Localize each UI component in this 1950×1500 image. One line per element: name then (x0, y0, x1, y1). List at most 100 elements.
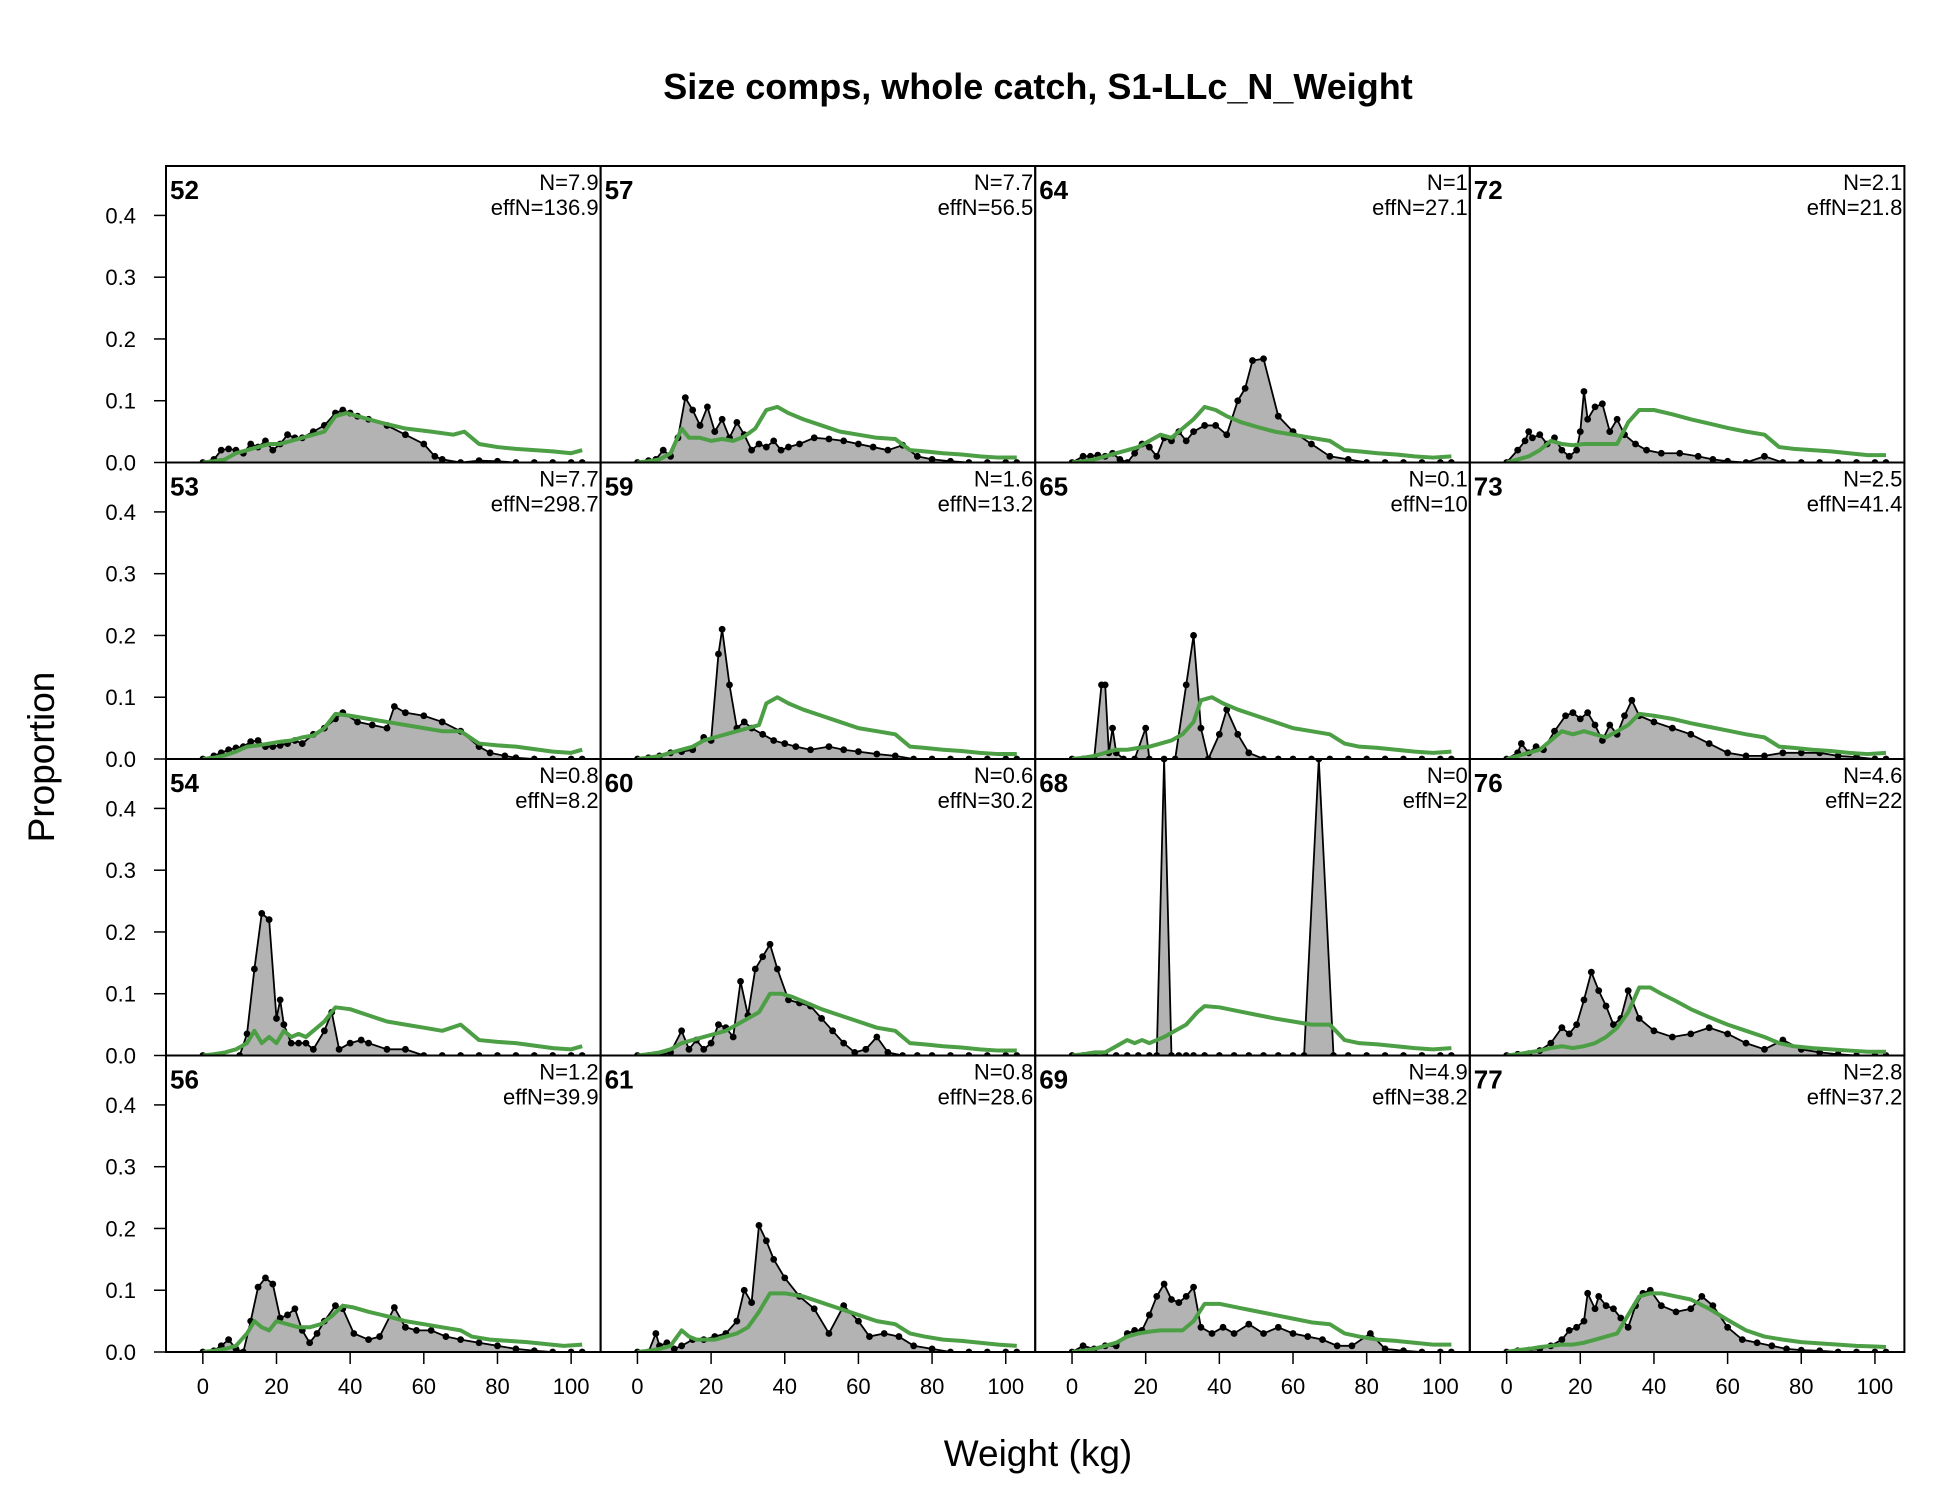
observed-point (486, 749, 494, 757)
x-tick-label: 60 (846, 1374, 870, 1399)
panel-plot-area (166, 406, 601, 463)
panel-effn-label: effN=27.1 (1372, 195, 1468, 220)
observed-point (1521, 437, 1529, 445)
observed-area (637, 629, 1017, 759)
panel-plot-area (1035, 632, 1470, 759)
observed-point (825, 743, 833, 751)
observed-area (202, 706, 583, 759)
panel-effn-label: effN=13.2 (938, 492, 1034, 517)
observed-point (298, 740, 306, 747)
panel-n-label: N=7.7 (539, 467, 598, 492)
observed-point (284, 431, 291, 439)
observed-point (376, 1333, 384, 1340)
expected-line (637, 404, 1017, 463)
observed-point (442, 1333, 450, 1340)
panel-n-label: N=7.9 (539, 170, 598, 195)
y-tick-label: 0.0 (105, 1340, 136, 1365)
observed-point (284, 1311, 291, 1319)
observed-point (707, 1039, 715, 1047)
observed-area (1072, 358, 1452, 463)
observed-point (1705, 1024, 1713, 1032)
observed-point (810, 1305, 818, 1313)
observed-point (1724, 749, 1732, 757)
x-tick-label: 0 (1501, 1374, 1513, 1399)
x-axis-title: Weight (kg) (944, 1433, 1133, 1474)
expected-line (1071, 404, 1452, 463)
observed-point (1558, 446, 1566, 454)
observed-point (873, 750, 881, 758)
observed-point (1208, 1330, 1216, 1337)
x-tick-label: 80 (1354, 1374, 1378, 1399)
observed-point (401, 709, 409, 717)
observed-point (1182, 437, 1190, 445)
observed-point (1223, 706, 1231, 713)
observed-point (1724, 457, 1732, 463)
observed-point (1219, 1323, 1227, 1331)
observed-point (1190, 632, 1197, 639)
panel-effn-label: effN=298.7 (491, 492, 599, 517)
observed-point (1116, 456, 1124, 463)
y-tick-label: 0.4 (105, 203, 136, 228)
observed-point (1753, 1339, 1761, 1347)
panel-n-label: N=7.7 (974, 170, 1033, 195)
observed-point (759, 953, 767, 961)
panel-label: 56 (170, 1065, 199, 1095)
panel-plot-area (600, 394, 1036, 463)
observed-point (866, 1333, 873, 1340)
observed-point (1621, 712, 1628, 720)
panel-plot-area (1469, 1286, 1905, 1352)
panel-plot-area (600, 940, 1036, 1056)
observed-point (1742, 1039, 1750, 1047)
expected-line (1506, 407, 1886, 463)
expected-line (202, 1303, 583, 1352)
observed-area (637, 397, 1017, 463)
observed-point (1676, 449, 1684, 457)
observed-point (287, 1039, 295, 1047)
observed-point (1565, 1326, 1573, 1334)
observed-point (1160, 1280, 1168, 1288)
panel-label: 76 (1474, 768, 1503, 798)
x-tick-label: 80 (1789, 1374, 1813, 1399)
observed-point (862, 1045, 870, 1053)
observed-point (1514, 446, 1522, 454)
observed-point (1109, 724, 1116, 732)
observed-point (751, 965, 759, 973)
observed-point (762, 1237, 770, 1245)
observed-point (258, 910, 266, 917)
observed-point (1643, 446, 1650, 454)
observed-point (1289, 1330, 1297, 1337)
observed-point (401, 431, 409, 439)
observed-point (1344, 456, 1352, 463)
observed-point (818, 1015, 825, 1022)
panel-n-label: N=2.1 (1843, 170, 1902, 195)
observed-point (829, 1027, 837, 1035)
observed-point (457, 1336, 465, 1344)
observed-point (365, 1336, 372, 1344)
observed-point (755, 1221, 763, 1229)
x-tick-label: 40 (773, 1374, 797, 1399)
observed-point (1610, 1305, 1617, 1313)
y-tick-label: 0.4 (105, 1093, 136, 1118)
observed-point (715, 1021, 722, 1029)
observed-point (884, 446, 892, 454)
panel-n-label: N=0.6 (974, 763, 1033, 788)
y-tick-label: 0.2 (105, 920, 136, 945)
panel-label: 65 (1039, 472, 1068, 502)
panel-n-label: N=2.8 (1843, 1060, 1902, 1085)
y-tick-label: 0.0 (105, 1044, 136, 1069)
observed-point (1687, 1305, 1695, 1313)
observed-point (733, 1317, 741, 1325)
panel-effn-label: effN=41.4 (1807, 492, 1903, 517)
panel-plot-area (1035, 1280, 1470, 1352)
panel-n-label: N=0.8 (539, 763, 598, 788)
observed-point (438, 718, 446, 726)
observed-point (225, 445, 233, 453)
panel-label: 60 (605, 768, 634, 798)
panel-effn-label: effN=10 (1391, 492, 1468, 517)
observed-point (770, 1255, 778, 1263)
x-tick-label: 40 (1207, 1374, 1231, 1399)
observed-point (1595, 1293, 1603, 1300)
observed-point (1573, 446, 1581, 454)
